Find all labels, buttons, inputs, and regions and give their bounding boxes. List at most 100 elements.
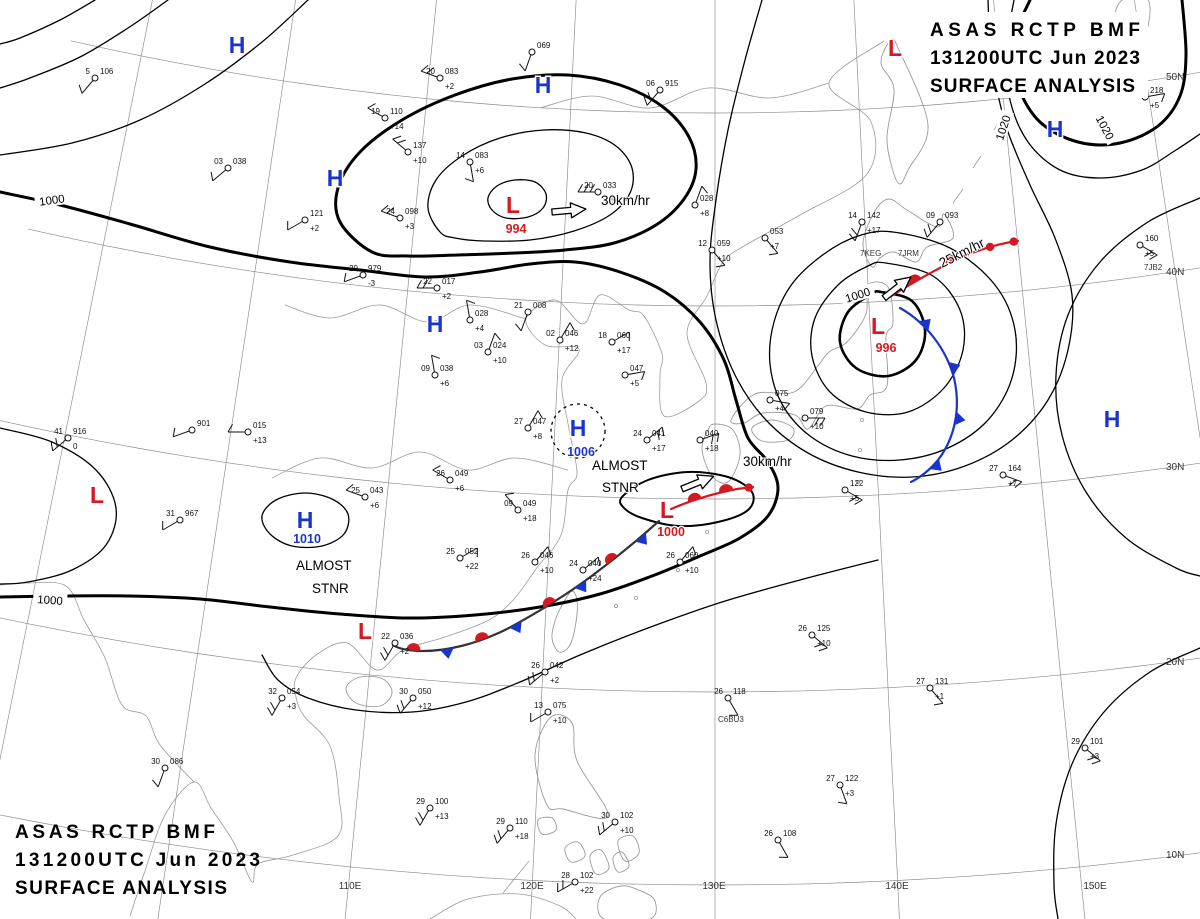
wind-barb-feather (397, 139, 406, 144)
station-plot: 26 042 +2 (527, 661, 564, 686)
isobar-sweep-west (709, 0, 1074, 478)
island-dot (856, 479, 861, 484)
station-circle (224, 164, 232, 172)
station-tendency: +13 (253, 436, 267, 445)
station-pressure: 083 (475, 151, 489, 160)
station-circle (91, 74, 99, 82)
coastline (429, 893, 577, 919)
station-temp: 27 (826, 774, 835, 783)
cold-front-triangle (635, 532, 648, 545)
wind-barb-feather (493, 834, 498, 844)
station-pressure: 046 (540, 551, 554, 560)
coastline (345, 675, 393, 708)
lat-label: 20N (1166, 657, 1184, 668)
wind-barb-feather (927, 224, 932, 233)
station-circle (426, 804, 434, 812)
wind-barb-feather (849, 233, 856, 242)
station-circle (466, 158, 474, 166)
wind-barb-feather (345, 484, 354, 491)
station-tendency: +6 (455, 484, 465, 493)
annotation-text: STNR (312, 581, 349, 596)
parallel-20N (0, 617, 1200, 693)
station-temp: 24 (569, 559, 578, 568)
station-circle (1081, 744, 1089, 752)
station-pressure: 042 (550, 661, 564, 670)
station-circle (611, 818, 619, 826)
station-tendency: +10 (493, 356, 507, 365)
isobar-label-bg (34, 190, 70, 209)
station-tendency: +2 (442, 292, 452, 301)
meridian-160E (1134, 0, 1200, 440)
cold-front-triangle (954, 411, 966, 426)
station-plot: 028 +8 (691, 185, 714, 218)
station-temp: 26 (436, 469, 445, 478)
station-plot: 122 +5 (841, 479, 864, 505)
station-circle (708, 246, 716, 254)
station-plot: 5 106 (78, 67, 114, 94)
coastline (129, 40, 885, 917)
station-pressure: 052 (465, 547, 479, 556)
station-plot: 24 040 +24 (569, 556, 602, 583)
station-tendency: +10 (685, 566, 699, 575)
station-plot: 29 100 +13 (415, 797, 449, 826)
station-plot: 18 060 +17 (598, 331, 631, 355)
station-pressure: 125 (817, 624, 831, 633)
isobar-ring-L1000 (619, 470, 755, 528)
wind-barb-feather (597, 825, 601, 835)
wind-barb-feather (818, 647, 828, 652)
station-circle (409, 694, 417, 702)
station-circle (656, 86, 664, 94)
station-plot: 29 101 +3 (1071, 737, 1104, 765)
station-circle (774, 836, 782, 844)
wind-barb-feather (396, 704, 401, 714)
station-circle (484, 348, 492, 356)
station-temp: 09 (926, 211, 935, 220)
station-circle (836, 781, 844, 789)
isobar-ring-996-outer1 (810, 261, 966, 416)
coastline (972, 155, 982, 169)
station-circle (691, 201, 699, 209)
movement-arrow (881, 276, 912, 302)
station-temp: 41 (54, 427, 63, 436)
isobar-label-bg (839, 283, 876, 307)
station-pressure: 108 (783, 829, 797, 838)
station-pressure: 100 (435, 797, 449, 806)
station-plot: 047 +5 (621, 364, 646, 388)
isobar-ring-H1010 (261, 492, 350, 549)
isobar-main-1000 (0, 190, 780, 620)
warm-front-semicircle (945, 254, 960, 265)
station-tendency: +5 (1145, 249, 1155, 258)
wind-barb-feather (715, 264, 725, 268)
station-plot: 02 046 +12 (546, 322, 579, 353)
station-pressure: 059 (717, 239, 731, 248)
station-plot: 06 915 (643, 79, 679, 106)
wind-barb-feather (464, 178, 474, 183)
wind-barb-feather (431, 354, 441, 359)
isobar-se-arc (1053, 647, 1200, 919)
wind-barb-feather (547, 546, 552, 556)
meridian-110E (344, 0, 437, 919)
lat-label: 10N (1166, 850, 1184, 861)
station-plot: 26 049 +6 (432, 465, 469, 493)
station-circle (544, 708, 552, 716)
station-plot: 41 916 0 (50, 427, 87, 452)
isobar-label-bg (991, 109, 1015, 146)
station-plot: 27 131 +1 (916, 677, 949, 706)
station-temp: 14 (456, 151, 465, 160)
station-circle (696, 436, 704, 444)
wind-barb-feather (426, 67, 435, 74)
wind-barb-feather (577, 183, 583, 193)
station-circle (244, 428, 252, 436)
station-pressure: 901 (197, 419, 211, 428)
ship-callsign: 7KEG (860, 249, 881, 258)
station-tendency: +10 (717, 254, 731, 263)
station-plot: 26 046 +10 (521, 546, 554, 575)
coastline (617, 834, 640, 862)
station-circle (766, 396, 774, 404)
lat-label: 40N (1166, 267, 1184, 278)
station-temp: 29 (416, 797, 425, 806)
lon-label: 110E (339, 881, 362, 892)
station-circle (381, 114, 389, 122)
wind-barb-feather (1014, 481, 1023, 488)
